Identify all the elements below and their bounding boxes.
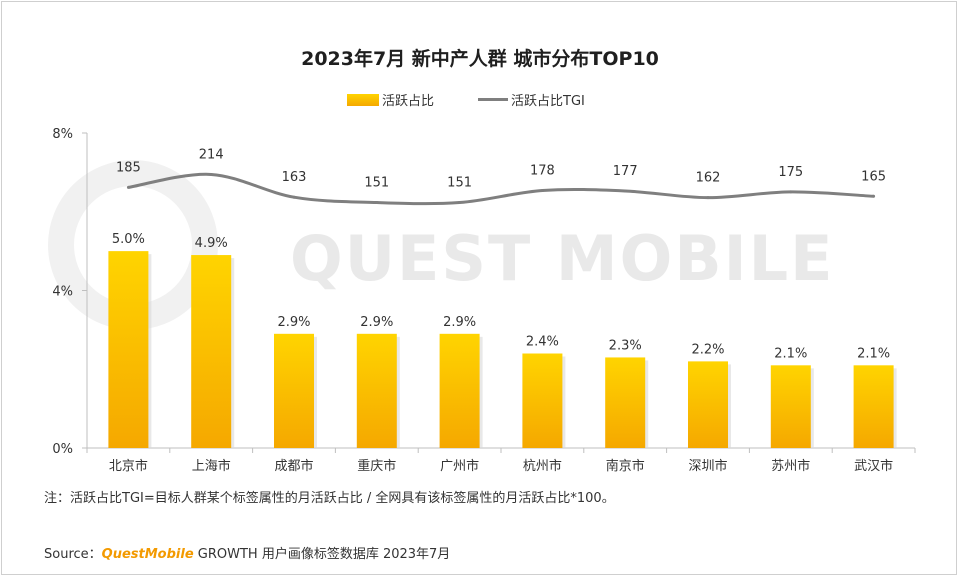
tgi-value-label: 214	[199, 147, 224, 162]
bar	[439, 333, 480, 448]
bar-value-label: 5.0%	[112, 232, 145, 247]
tgi-value-label: 151	[364, 176, 389, 191]
bar-value-label: 2.1%	[857, 346, 890, 361]
tgi-point	[458, 201, 462, 205]
source-rest: GROWTH 用户画像标签数据库 2023年7月	[193, 547, 451, 562]
x-category-label: 广州市	[440, 458, 479, 474]
x-category-label: 上海市	[192, 458, 231, 474]
legend-item-line: 活跃占比TGI	[478, 90, 585, 109]
tgi-value-label: 175	[778, 165, 803, 180]
tgi-point	[292, 195, 296, 199]
tgi-point	[209, 172, 213, 176]
bar-value-label: 2.9%	[360, 315, 393, 330]
tgi-point	[706, 196, 710, 200]
legend-line-label: 活跃占比TGI	[511, 94, 585, 109]
footnote: 注：活跃占比TGI=目标人群某个标签属性的月活跃占比 / 全网具有该标签属性的月…	[44, 491, 615, 506]
tgi-value-label: 185	[116, 160, 141, 175]
x-category-label: 重庆市	[357, 458, 396, 474]
y-tick-label: 0%	[52, 442, 73, 457]
bar	[356, 333, 397, 448]
bar	[770, 365, 811, 448]
bar-value-label: 2.1%	[774, 346, 807, 361]
x-category-label: 杭州市	[523, 458, 562, 474]
tgi-value-label: 162	[696, 171, 721, 186]
bar	[522, 353, 563, 448]
chart-title: 2023年7月 新中产人群 城市分布TOP10	[301, 48, 659, 70]
legend-line-swatch	[478, 98, 508, 101]
tgi-point	[540, 189, 544, 193]
tgi-value-label: 178	[530, 164, 555, 179]
tgi-value-label: 151	[447, 176, 472, 191]
source-prefix: Source：	[44, 547, 102, 562]
bar-value-label: 2.3%	[609, 338, 642, 353]
legend: 活跃占比 活跃占比TGI	[0, 90, 960, 110]
bar-value-label: 2.4%	[526, 335, 559, 350]
source-brand: QuestMobile	[101, 547, 194, 562]
bar	[853, 365, 894, 448]
source-line: Source：QuestMobile GROWTH 用户画像标签数据库 2023…	[44, 543, 450, 562]
y-tick-label: 8%	[52, 127, 73, 142]
bar-value-label: 4.9%	[195, 236, 228, 251]
x-category-label: 南京市	[606, 458, 645, 474]
bar	[191, 255, 232, 448]
tgi-point	[872, 194, 876, 198]
x-category-label: 武汉市	[854, 458, 893, 474]
y-tick-label: 4%	[52, 285, 73, 300]
tgi-point	[789, 190, 793, 194]
x-category-label: 北京市	[109, 458, 148, 474]
x-category-label: 成都市	[274, 458, 313, 474]
bar	[605, 357, 646, 448]
tgi-point	[375, 201, 379, 205]
tgi-value-label: 165	[861, 169, 886, 184]
tgi-line	[128, 172, 874, 206]
tgi-point	[126, 185, 130, 189]
legend-bar-label: 活跃占比	[382, 94, 435, 109]
bar	[688, 361, 728, 448]
bar-value-label: 2.9%	[277, 315, 310, 330]
legend-bar-swatch	[347, 93, 379, 106]
legend-item-bar: 活跃占比	[347, 90, 434, 109]
x-category-label: 深圳市	[688, 458, 727, 474]
tgi-value-label: 163	[282, 170, 307, 185]
bar-value-label: 2.9%	[443, 315, 476, 330]
bar-value-label: 2.2%	[691, 342, 724, 357]
bar	[274, 333, 314, 448]
bar	[108, 251, 149, 448]
tgi-value-label: 177	[613, 164, 638, 179]
watermark-text: QUEST MOBILE	[290, 222, 835, 295]
tgi-point	[623, 189, 627, 193]
x-category-label: 苏州市	[771, 458, 810, 474]
